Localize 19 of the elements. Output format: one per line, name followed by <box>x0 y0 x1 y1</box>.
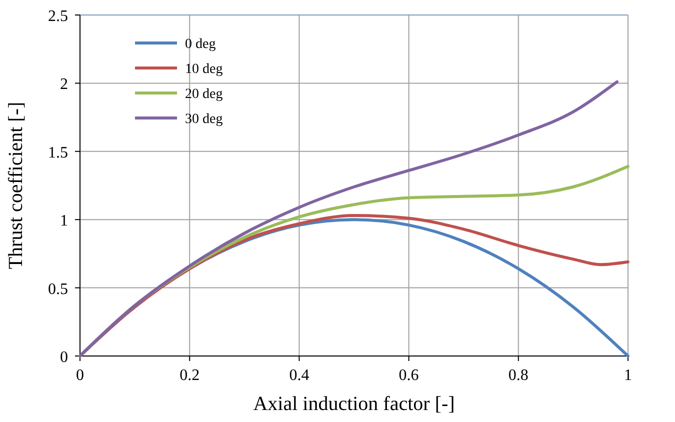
y-axis-title: Thrust coefficient [-] <box>5 102 27 270</box>
x-tick-label: 0.2 <box>180 367 200 384</box>
y-tick-label: 2.5 <box>48 8 68 25</box>
line-series <box>78 80 619 358</box>
legend-label: 0 deg <box>185 37 216 52</box>
y-tick-label: 2 <box>60 76 68 94</box>
x-tick-label: 0.8 <box>508 367 528 384</box>
y-tick-label: 1.5 <box>48 144 68 162</box>
x-tick-label: 0.4 <box>289 367 310 384</box>
y-tick-label: 0.5 <box>48 280 68 298</box>
x-tick-label: 1 <box>624 367 632 384</box>
x-tick-label: 0.6 <box>398 367 419 384</box>
x-tick-label: 0 <box>76 367 84 384</box>
legend-label: 10 deg <box>185 62 223 77</box>
x-axis-title: Axial induction factor [-] <box>253 393 455 415</box>
y-tick-label: 1 <box>60 212 68 230</box>
legend-label: 20 deg <box>185 87 223 102</box>
legend-label: 30 deg <box>185 112 223 127</box>
y-tick-label: 0 <box>60 349 68 366</box>
